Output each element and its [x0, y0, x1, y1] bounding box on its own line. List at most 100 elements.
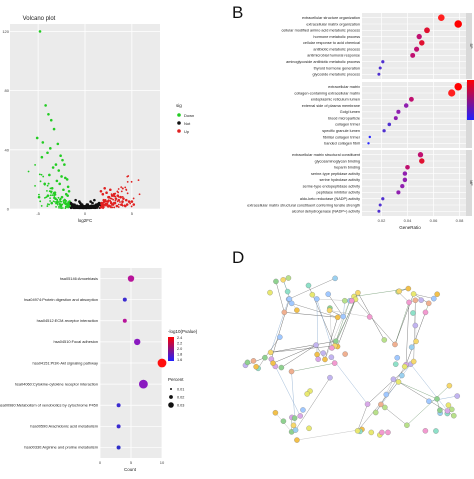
go-facet-area — [362, 150, 466, 216]
volcano-point-not — [97, 203, 100, 206]
ppi-node — [342, 298, 347, 303]
go-term-label: glycoside metabolic process — [313, 73, 361, 77]
volcano-point-up — [112, 203, 115, 206]
volcano-point-not — [73, 205, 76, 208]
volcano-point-up — [103, 187, 106, 190]
volcano-point-down — [56, 200, 59, 203]
ppi-node — [306, 283, 311, 288]
volcano-cloud-point — [118, 204, 120, 206]
volcano-cloud-point — [47, 185, 49, 187]
volcano-x-tick: 5 — [131, 211, 134, 216]
ppi-node — [423, 428, 428, 433]
volcano-cloud-point — [34, 185, 36, 187]
ppi-node — [392, 342, 397, 347]
volcano-title: Volcano plot — [23, 16, 56, 22]
volcano-cloud-point — [59, 200, 61, 202]
go-term-point — [381, 60, 384, 63]
go-term-label: collagen-containing extracellular matrix — [294, 91, 360, 95]
volcano-point-up — [109, 188, 112, 191]
ppi-node — [313, 342, 318, 347]
ppi-node — [316, 357, 321, 362]
kegg-colorbar-ticks: 2.42.22.01.81.6 — [177, 336, 182, 362]
kegg-term-point — [134, 339, 140, 345]
ppi-node — [411, 291, 416, 296]
go-term-label: thyroid hormone generation — [314, 66, 360, 70]
kegg-term-label: hsa04512:ECM-receptor interaction — [37, 318, 98, 323]
volcano-point-down — [42, 141, 45, 144]
kegg-term-point — [117, 424, 121, 428]
kegg-colorbar-tick: 2.4 — [177, 336, 182, 340]
kegg-size-label: 0.01 — [177, 388, 184, 392]
ppi-node — [327, 308, 332, 313]
ppi-edge — [265, 337, 280, 358]
volcano-point-down — [50, 202, 53, 205]
kegg-term-point — [128, 275, 134, 281]
volcano-cloud-point — [120, 186, 122, 188]
volcano-legend-label: Up — [184, 129, 190, 134]
go-term-label: cellular response to acid chemical — [303, 41, 360, 45]
volcano-point-down — [48, 174, 51, 177]
volcano-point-not — [93, 199, 96, 202]
go-term-point — [403, 171, 407, 175]
volcano-legend-title: sig — [176, 103, 182, 108]
volcano-point-down — [44, 104, 47, 107]
kegg-term-label: hsa04060:Cytokine-cytokine receptor inte… — [15, 381, 98, 386]
go-term-label: endoplasmic reticulum lumen — [311, 98, 360, 102]
volcano-cloud-point — [34, 164, 36, 166]
volcano-point-down — [61, 196, 64, 199]
ppi-node — [314, 296, 319, 301]
volcano-cloud-point — [116, 191, 118, 193]
ppi-node — [431, 296, 436, 301]
volcano-cloud-point — [113, 207, 115, 209]
ppi-node — [321, 350, 326, 355]
volcano-point-down — [61, 159, 64, 162]
volcano-cloud-point — [122, 188, 124, 190]
volcano-cloud-point — [131, 181, 133, 183]
volcano-point-up — [102, 193, 105, 196]
volcano-cloud-point — [40, 180, 42, 182]
volcano-cloud-point — [118, 188, 120, 190]
go-facet-label: BP — [469, 43, 473, 49]
volcano-cloud-point — [60, 206, 62, 208]
volcano-cloud-point — [46, 190, 48, 192]
go-term-point — [396, 110, 400, 114]
volcano-point-down — [50, 119, 53, 122]
ppi-node — [306, 426, 311, 431]
ppi-node — [413, 339, 418, 344]
volcano-point-not — [81, 203, 84, 206]
ppi-node — [451, 413, 456, 418]
ppi-node — [404, 423, 409, 428]
volcano-point-down — [54, 197, 57, 200]
volcano-cloud-point — [58, 197, 60, 199]
volcano-cloud-point — [58, 206, 60, 208]
volcano-point-not — [85, 205, 88, 208]
volcano-point-up — [131, 200, 134, 203]
volcano-point-down — [55, 163, 58, 166]
ppi-edge — [381, 379, 394, 404]
volcano-cloud-point — [50, 194, 52, 196]
ppi-node — [341, 314, 346, 319]
volcano-cloud-point — [127, 181, 129, 183]
go-term-point — [409, 97, 414, 102]
ppi-node — [245, 360, 250, 365]
volcano-cloud-point — [49, 200, 51, 202]
kegg-term-point — [117, 445, 121, 449]
ppi-node — [268, 350, 273, 355]
ppi-node — [294, 308, 299, 313]
ppi-node — [310, 292, 315, 297]
kegg-colorbar-tick: 1.6 — [177, 358, 182, 362]
volcano-y-tick: 40 — [5, 147, 10, 152]
ppi-node — [409, 345, 414, 350]
ppi-node — [393, 362, 398, 367]
go-term-label: collagen trimer — [335, 123, 361, 127]
ppi-edge — [336, 301, 350, 341]
go-term-point — [381, 197, 384, 200]
go-term-label: glycosaminoglycan binding — [315, 159, 360, 163]
kegg-size-marker — [168, 402, 174, 408]
ppi-node — [286, 275, 291, 280]
